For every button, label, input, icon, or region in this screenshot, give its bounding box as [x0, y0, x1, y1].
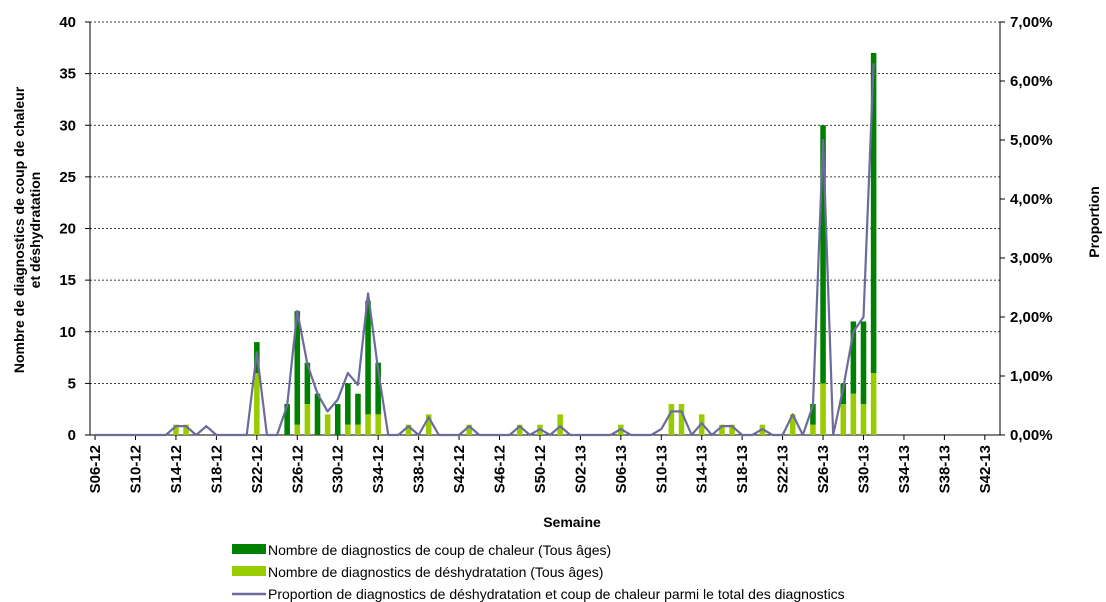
x-tick-label: S06-12: [87, 445, 104, 493]
bar: [375, 414, 381, 435]
legend-label: Nombre de diagnostics de déshydratation …: [268, 564, 603, 580]
legend-label: Nombre de diagnostics de coup de chaleur…: [268, 542, 611, 558]
x-tick-label: S26-13: [815, 445, 832, 493]
x-tick-label: S18-12: [208, 445, 225, 493]
bar: [557, 414, 563, 435]
y-tick-label: 15: [59, 272, 76, 289]
bar: [254, 373, 260, 435]
bar: [183, 424, 189, 435]
x-tick-label: S30-13: [856, 445, 873, 493]
bar: [425, 414, 432, 435]
bar: [719, 424, 725, 435]
bar: [324, 414, 331, 435]
bar: [294, 424, 301, 435]
y-axis-title-line: Nombre de diagnostics de coup de chaleur: [11, 86, 27, 373]
x-tick-label: S34-12: [370, 445, 387, 493]
bar: [345, 383, 351, 425]
x-tick-label: S34-13: [896, 445, 913, 493]
x-tick-label: S42-13: [977, 445, 994, 493]
x-tick-label: S14-12: [168, 445, 185, 493]
x-tick-label: S02-13: [572, 445, 589, 493]
x-tick-label: S38-12: [411, 445, 428, 493]
bar: [173, 424, 179, 435]
bar: [789, 414, 796, 435]
x-tick-label: S42-12: [451, 445, 468, 493]
y-tick-label: 5: [68, 375, 76, 392]
y2-tick-label: 0,00%: [1010, 427, 1053, 444]
x-tick-label: S10-13: [653, 445, 670, 493]
y-axis-title-line: et déshydratation: [27, 172, 43, 289]
bar: [870, 373, 877, 435]
bar: [355, 393, 361, 425]
bar: [729, 424, 735, 435]
bar: [466, 424, 472, 435]
x-tick-label: S06-13: [613, 445, 630, 493]
x-tick-label: S50-12: [532, 445, 549, 493]
bar: [668, 404, 675, 435]
y-axis-title: Nombre de diagnostics de coup de chaleur…: [11, 86, 43, 373]
bar: [304, 362, 311, 405]
bar: [334, 404, 341, 435]
y2-tick-label: 3,00%: [1010, 250, 1053, 267]
bar: [516, 424, 523, 435]
legend-label: Proportion de diagnostics de déshydratat…: [268, 586, 845, 602]
x-tick-label: S38-13: [936, 445, 953, 493]
y-tick-label: 35: [59, 66, 76, 83]
bar: [840, 404, 847, 435]
x-tick-label: S22-13: [775, 445, 792, 493]
y2-tick-label: 6,00%: [1010, 73, 1053, 90]
bar: [375, 362, 381, 415]
bar: [860, 404, 867, 435]
y-tick-label: 40: [59, 14, 76, 31]
x-tick-label: S26-12: [289, 445, 306, 493]
x-tick-label: S30-12: [330, 445, 347, 493]
legend-swatch: [232, 544, 266, 554]
bar: [365, 414, 371, 435]
bar: [860, 321, 867, 405]
x-tick-label: S22-12: [249, 445, 266, 493]
x-axis-title: Semaine: [543, 514, 601, 530]
bar: [678, 404, 685, 435]
bar: [284, 404, 290, 435]
bar: [810, 404, 816, 425]
y2-tick-label: 7,00%: [1010, 14, 1053, 31]
bar: [355, 424, 361, 435]
y-tick-label: 10: [59, 324, 76, 341]
bar: [850, 321, 857, 394]
bar: [820, 383, 826, 435]
x-tick-label: S14-13: [694, 445, 711, 493]
y2-tick-label: 4,00%: [1010, 191, 1053, 208]
legend-swatch: [232, 566, 266, 576]
x-tick-label: S10-12: [128, 445, 145, 493]
x-tick-label: S18-13: [734, 445, 751, 493]
bar: [345, 424, 351, 435]
y-tick-label: 20: [59, 221, 76, 238]
bar: [870, 52, 877, 374]
y2-axis-title: Proportion: [1086, 186, 1102, 258]
bar: [820, 125, 826, 384]
bar: [294, 311, 301, 425]
bar: [365, 300, 371, 415]
bar: [314, 393, 321, 435]
bar: [405, 424, 412, 435]
y2-tick-label: 5,00%: [1010, 132, 1053, 149]
y2-tick-label: 2,00%: [1010, 309, 1053, 326]
bar: [810, 424, 816, 435]
x-tick-label: S46-12: [492, 445, 509, 493]
bar: [840, 383, 847, 405]
y-tick-label: 25: [59, 169, 76, 186]
line-series: [95, 63, 875, 437]
bar: [850, 393, 857, 435]
y-tick-label: 30: [59, 117, 76, 134]
bar: [304, 404, 311, 435]
y-tick-label: 0: [68, 427, 76, 444]
y2-tick-label: 1,00%: [1010, 368, 1053, 385]
